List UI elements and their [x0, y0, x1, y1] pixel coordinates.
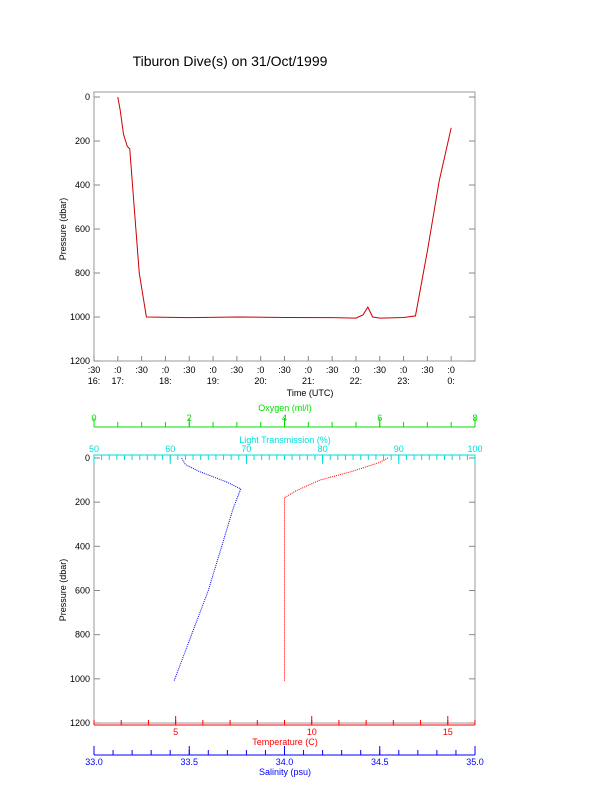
salinity-profile-line: [173, 457, 242, 682]
x-tick-label-hour: 20:: [254, 376, 267, 386]
oxygen-axis-label: Oxygen (ml/l): [258, 403, 312, 413]
y-tick-label: 1200: [70, 356, 90, 366]
x-tick-label-minute: :30: [326, 365, 339, 375]
x-tick-label-minute: :30: [373, 365, 386, 375]
x-tick-label-minute: :0: [257, 365, 265, 375]
light-transmission-tick-label: 60: [165, 444, 175, 454]
y-tick-label: 400: [75, 541, 90, 551]
x-tick-label-hour: 21:: [302, 376, 315, 386]
oxygen-tick-label: 0: [91, 413, 96, 423]
y-tick-label: 200: [75, 497, 90, 507]
y-tick-label: 1000: [70, 312, 90, 322]
oxygen-tick-label: 8: [472, 413, 477, 423]
temperature-profile-line: [284, 457, 389, 682]
x-tick-label-minute: :0: [162, 365, 170, 375]
temperature-tick-label: 10: [307, 727, 317, 737]
y-tick-label: 1200: [70, 718, 90, 728]
x-tick-label-minute: :0: [305, 365, 313, 375]
y-tick-label: 800: [75, 268, 90, 278]
chart-title: Tiburon Dive(s) on 31/Oct/1999: [133, 53, 328, 69]
light-transmission-tick-label: 50: [89, 444, 99, 454]
light-transmission-tick-label: 70: [241, 444, 251, 454]
x-tick-label-hour: 0:: [447, 376, 455, 386]
light-transmission-axis-label: Light Transmission (%): [239, 435, 331, 445]
y-tick-label: 400: [75, 180, 90, 190]
y-tick-label: 600: [75, 586, 90, 596]
x-tick-label-hour: 19:: [207, 376, 220, 386]
y-tick-label: 200: [75, 136, 90, 146]
salinity-tick-label: 34.5: [371, 757, 389, 767]
plot-frame-top: [93, 91, 476, 362]
oxygen-tick-label: 4: [282, 413, 287, 423]
x-tick-label-minute: :30: [88, 365, 101, 375]
x-tick-label-hour: 23:: [397, 376, 410, 386]
x-tick-label-minute: :30: [231, 365, 244, 375]
x-tick-label-hour: 18:: [159, 376, 172, 386]
salinity-tick-label: 34.0: [276, 757, 294, 767]
salinity-axis-label: Salinity (psu): [259, 767, 311, 777]
y-axis-label-bottom: Pressure (dbar): [58, 559, 68, 622]
light-transmission-tick-label: 100: [467, 444, 482, 454]
x-tick-label-hour: 16:: [88, 376, 101, 386]
oxygen-tick-label: 6: [377, 413, 382, 423]
y-tick-label: 600: [75, 224, 90, 234]
x-tick-label-minute: :30: [183, 365, 196, 375]
x-tick-label-minute: :0: [352, 365, 360, 375]
temperature-tick-label: 5: [173, 727, 178, 737]
dive-pressure-line: [117, 96, 452, 319]
light-transmission-tick-label: 90: [394, 444, 404, 454]
x-tick-label-minute: :30: [278, 365, 291, 375]
salinity-tick-label: 33.0: [85, 757, 103, 767]
oxygen-tick-label: 2: [187, 413, 192, 423]
x-tick-label-minute: :0: [209, 365, 217, 375]
y-axis-label-top: Pressure (dbar): [58, 198, 68, 261]
x-tick-label-minute: :30: [135, 365, 148, 375]
x-tick-label-minute: :0: [400, 365, 408, 375]
x-tick-label-minute: :0: [114, 365, 122, 375]
salinity-tick-label: 33.5: [180, 757, 198, 767]
x-tick-label-hour: 17:: [112, 376, 125, 386]
y-tick-label: 0: [85, 92, 90, 102]
x-tick-label-minute: :30: [421, 365, 434, 375]
temperature-tick-label: 15: [443, 727, 453, 737]
y-tick-label: 800: [75, 630, 90, 640]
x-tick-label-hour: 22:: [350, 376, 363, 386]
y-tick-label: 1000: [70, 674, 90, 684]
x-axis-label: Time (UTC): [287, 388, 334, 398]
light-transmission-tick-label: 80: [318, 444, 328, 454]
x-tick-label-minute: :0: [447, 365, 455, 375]
y-tick-label: 0: [85, 453, 90, 463]
salinity-tick-label: 35.0: [466, 757, 484, 767]
temperature-axis-label: Temperature (C): [252, 737, 318, 747]
